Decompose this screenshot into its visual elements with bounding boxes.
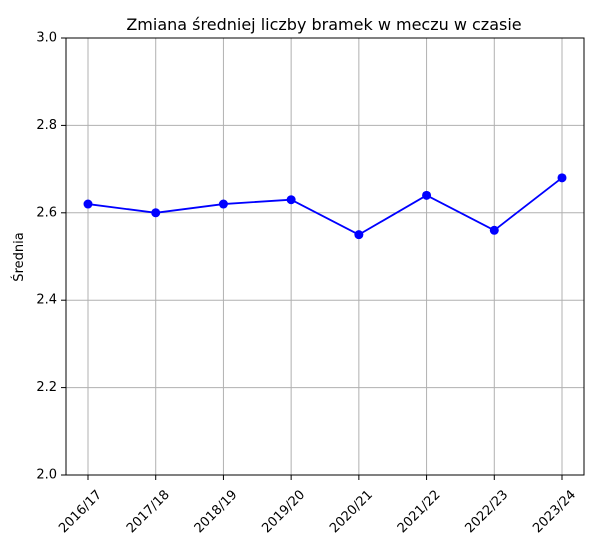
x-tick-label: 2023/24 [530, 487, 579, 536]
series-layer [83, 173, 567, 240]
tick-labels: 2016/17 2017/18 2018/19 2019/20 2020/21 2021/… [36, 31, 579, 536]
data-point [354, 230, 364, 240]
y-tick-label: 2.6 [36, 205, 57, 220]
y-tick-label: 2.4 [36, 293, 57, 308]
y-tick-label: 2.8 [36, 118, 57, 133]
y-tick-label: 2.0 [36, 468, 57, 483]
data-point [151, 208, 161, 218]
x-tick-label: 2019/20 [259, 487, 308, 536]
data-point [557, 173, 567, 183]
x-tick-label: 2021/22 [395, 487, 444, 536]
data-point [489, 225, 499, 235]
x-tick-label: 2018/19 [192, 487, 241, 536]
grid-lines [66, 37, 584, 476]
data-point [422, 190, 432, 200]
chart-title: Zmiana średniej liczby bramek w meczu w … [126, 15, 521, 34]
series-line [87, 177, 563, 236]
x-tick-label: 2020/21 [327, 487, 376, 536]
data-point [83, 199, 93, 209]
plot-frame [65, 37, 585, 476]
x-tick-label: 2022/23 [463, 487, 512, 536]
data-point [218, 199, 228, 209]
x-tick-label: 2016/17 [56, 487, 105, 536]
y-tick-label: 3.0 [36, 31, 57, 46]
y-tick-label: 2.2 [36, 380, 57, 395]
data-point [286, 195, 296, 205]
x-tick-label: 2017/18 [124, 487, 173, 536]
axes-layer [61, 37, 585, 480]
y-axis-label: Średnia [11, 232, 27, 281]
